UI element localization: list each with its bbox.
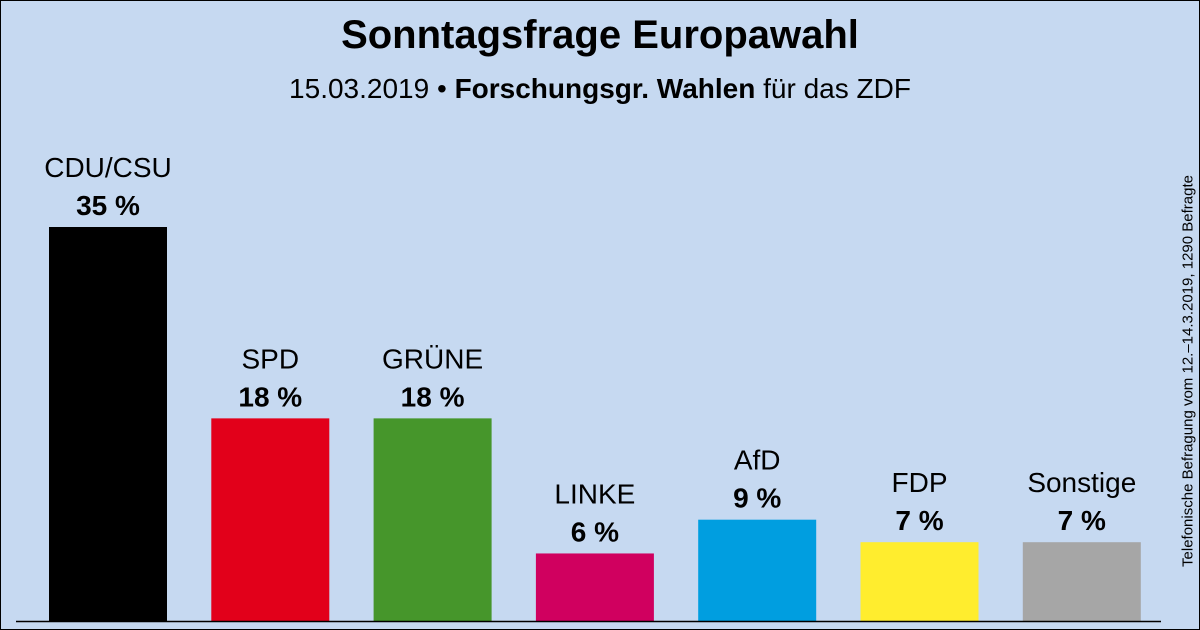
bar-sonstige (1022, 542, 1141, 621)
value-label: 7 % (895, 505, 943, 536)
value-label: 18 % (401, 381, 465, 412)
client-name: für das ZDF (763, 73, 911, 104)
survey-date: 15.03.2019 (289, 73, 430, 104)
category-label: AfD (734, 445, 781, 476)
category-label: SPD (242, 343, 300, 374)
chart-subtitle: 15.03.2019 • Forschungsgr. Wahlen für da… (1, 73, 1199, 105)
category-label: CDU/CSU (44, 152, 172, 183)
bar-grüne (373, 418, 492, 621)
category-label: LINKE (554, 478, 635, 509)
category-label: GRÜNE (382, 343, 483, 374)
bullet-separator: • (436, 73, 447, 104)
bar-afd (698, 519, 817, 621)
category-label: Sonstige (1027, 467, 1136, 498)
bar-cdu-csu (49, 227, 167, 621)
value-label: 18 % (238, 381, 302, 412)
value-label: 9 % (733, 483, 781, 514)
value-label: 6 % (571, 516, 619, 547)
bar-linke (535, 553, 654, 621)
category-label: FDP (892, 467, 948, 498)
chart-title: Sonntagsfrage Europawahl (341, 13, 859, 57)
value-label: 7 % (1058, 505, 1106, 536)
bar-fdp (860, 542, 979, 621)
value-label: 35 % (76, 190, 140, 221)
bar-spd (211, 418, 330, 621)
institute-name: Forschungsgr. Wahlen (454, 73, 756, 104)
